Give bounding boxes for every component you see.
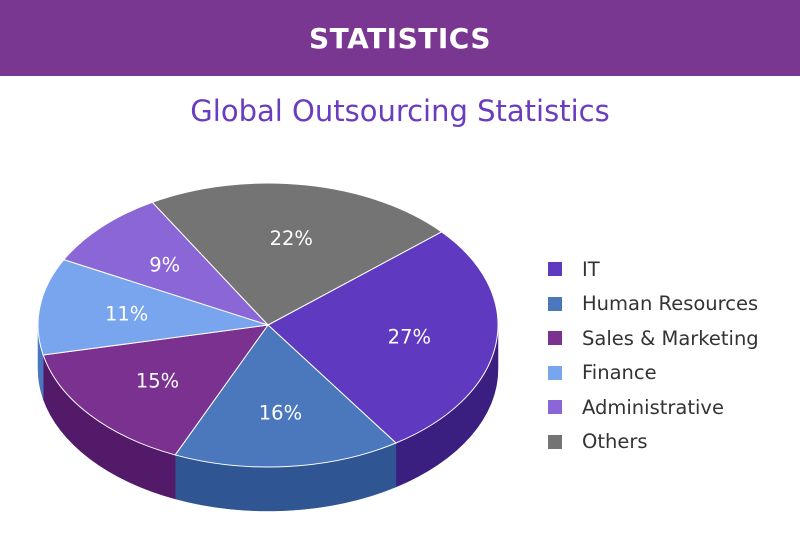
data-label: 9% [149,253,180,276]
pie-slice-administrative [62,201,269,326]
data-label: 11% [105,302,148,325]
pie-slice-it [267,231,499,444]
data-label: 22% [270,227,313,250]
legend-item: Sales & Marketing [548,321,759,356]
legend-swatch [548,262,562,277]
header-bar: STATISTICS [0,0,800,76]
legend-swatch [548,434,562,449]
legend-item: Human Resources [548,287,759,322]
legend-swatch [548,296,562,311]
legend-item: Finance [548,356,759,391]
legend-label: Administrative [582,395,724,419]
legend-swatch [548,400,562,415]
data-label: 16% [259,402,302,425]
legend-label: Others [582,430,648,454]
pie-slice-human-resources [174,324,397,468]
legend-item: IT [548,252,759,287]
chart-title: Global Outsourcing Statistics [190,94,610,128]
legend-item: Others [548,425,759,460]
pie-slice-sales-marketing [42,324,270,456]
pie-slice-others [151,182,443,326]
page-title: STATISTICS [308,21,492,55]
chart-legend: IT Human Resources Sales & Marketing Financ… [548,252,759,459]
legend-item: Administrative [548,390,759,425]
legend-label: Human Resources [582,292,759,316]
legend-label: Finance [582,361,657,385]
pie-slice-finance [37,259,269,356]
legend-swatch [548,365,562,380]
data-label: 27% [388,326,431,349]
legend-label: IT [582,257,600,281]
data-label: 15% [136,370,179,393]
legend-label: Sales & Marketing [582,326,759,350]
legend-swatch [548,331,562,346]
